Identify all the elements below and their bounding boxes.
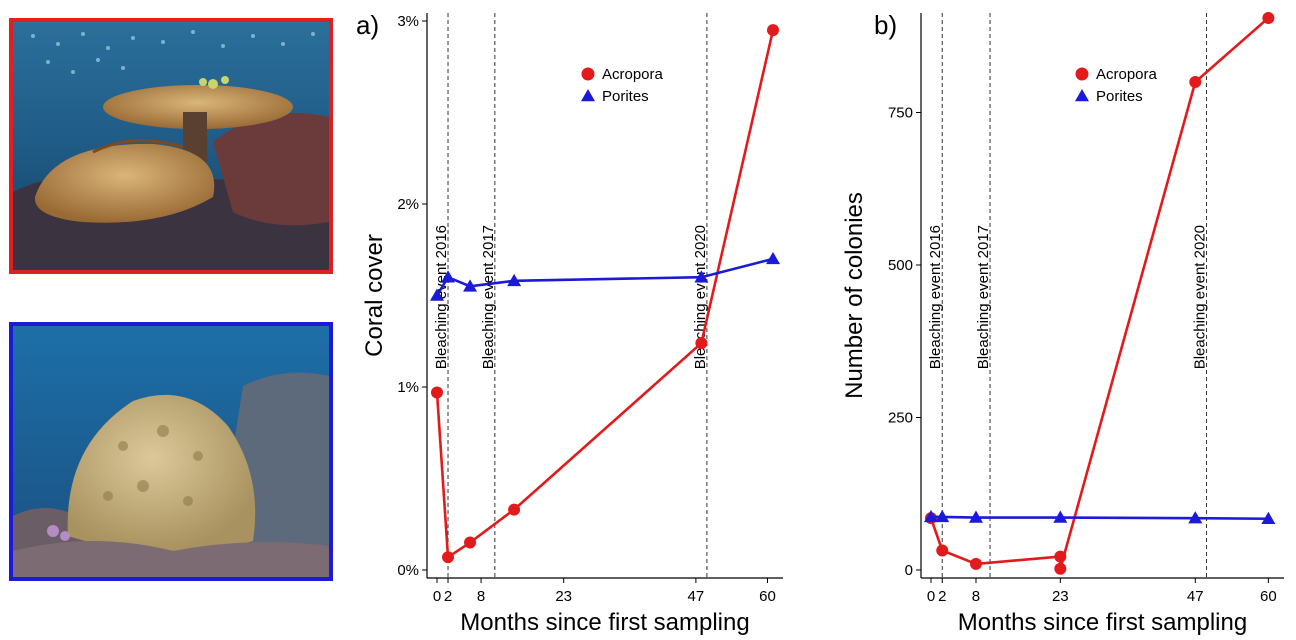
legend-marker-acropora (581, 67, 595, 81)
panel-label: b) (874, 10, 897, 40)
data-point-acropora (1054, 562, 1067, 575)
x-tick-label: 0 (433, 588, 441, 605)
bleaching-event-label: Bleaching event 2017 (480, 225, 497, 369)
x-axis-title: Months since first sampling (460, 609, 749, 636)
x-tick-label: 60 (1260, 588, 1277, 605)
data-point-acropora (1262, 11, 1275, 24)
y-tick-label: 250 (888, 410, 913, 427)
acropora-reef-image (13, 22, 329, 270)
data-point-porites (935, 509, 950, 523)
x-tick-label: 47 (688, 588, 705, 605)
panel-label: a) (356, 10, 379, 40)
data-point-acropora (1189, 76, 1202, 88)
legend-label: Acropora (1096, 66, 1158, 83)
legend-marker-porites (581, 89, 595, 102)
x-tick-label: 2 (444, 588, 452, 605)
acropora-photo (9, 18, 333, 274)
data-point-porites (507, 273, 522, 287)
y-tick-label: 500 (888, 257, 913, 274)
data-point-porites (1261, 511, 1276, 525)
x-tick-label: 8 (477, 588, 485, 605)
x-tick-label: 47 (1187, 588, 1204, 605)
data-point-acropora (767, 24, 779, 37)
data-point-porites (924, 509, 938, 523)
legend-label: Porites (1096, 88, 1143, 105)
series-line-acropora (435, 29, 775, 560)
x-tick-label: 8 (972, 588, 980, 605)
y-axis-title: Number of colonies (841, 192, 868, 399)
data-point-acropora (969, 557, 982, 570)
legend-label: Porites (602, 88, 649, 105)
x-tick-label: 2 (938, 588, 946, 605)
porites-photo (9, 322, 333, 581)
x-axis-title: Months since first sampling (958, 609, 1247, 636)
data-point-acropora (442, 551, 455, 564)
bleaching-event-label: Bleaching event 2016 (927, 225, 944, 369)
legend-label: Acropora (602, 66, 664, 83)
data-point-acropora (1054, 550, 1067, 563)
bleaching-event-label: Bleaching event 2017 (975, 225, 992, 369)
y-axis-title: Coral cover (361, 234, 388, 357)
data-point-porites (766, 251, 780, 265)
legend-marker-acropora (1075, 67, 1089, 81)
legend-marker-porites (1075, 89, 1089, 102)
y-tick-label: 3% (397, 13, 419, 30)
y-tick-label: 1% (397, 379, 419, 396)
series-line-porites (931, 515, 1269, 521)
bleaching-event-label: Bleaching event 2020 (1192, 225, 1209, 369)
x-tick-label: 60 (759, 588, 776, 605)
data-point-acropora (464, 536, 477, 549)
data-point-porites (463, 279, 478, 292)
data-point-acropora (431, 386, 443, 399)
y-tick-label: 0 (905, 562, 913, 579)
data-point-porites (441, 270, 456, 283)
y-tick-label: 750 (888, 105, 913, 122)
x-tick-label: 0 (927, 588, 935, 605)
coral-cover-chart: a) Coral cover Months since first sampling… (356, 10, 783, 636)
data-point-porites (1053, 510, 1068, 523)
data-point-porites (968, 510, 983, 523)
data-point-porites (694, 270, 709, 283)
y-tick-label: 0% (397, 562, 419, 579)
colony-count-chart: b) Number of colonies Months since first s… (841, 10, 1284, 636)
data-point-acropora (936, 544, 949, 557)
porites-reef-image (13, 326, 329, 577)
data-point-acropora (508, 503, 521, 516)
data-point-porites (1188, 511, 1203, 524)
x-tick-label: 23 (1052, 588, 1069, 605)
data-point-acropora (695, 337, 708, 350)
data-point-porites (430, 288, 444, 301)
x-tick-label: 23 (555, 588, 572, 605)
y-tick-label: 2% (397, 196, 419, 213)
